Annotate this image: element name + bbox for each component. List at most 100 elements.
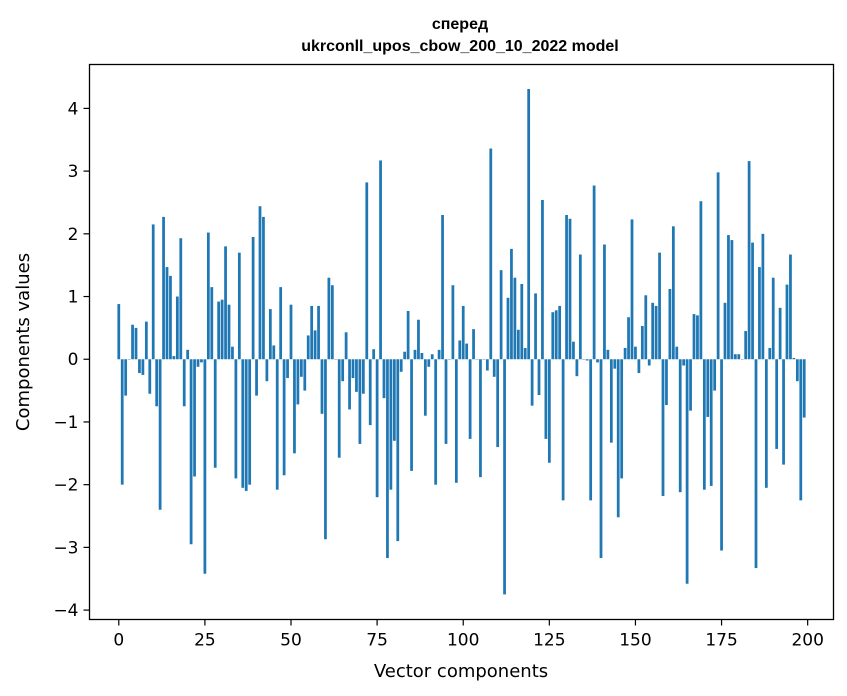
x-tick-label: 25 [194, 631, 216, 651]
y-tick-label: −1 [53, 413, 78, 433]
plot-frame [88, 63, 835, 621]
bar-171 [706, 359, 710, 417]
bar-120 [530, 359, 534, 406]
bar-65 [341, 359, 345, 382]
bar-85 [410, 359, 413, 471]
y-tick-label: 2 [68, 225, 79, 245]
x-tick-label: 125 [533, 631, 565, 651]
bar-127 [554, 310, 558, 360]
bar-118 [523, 347, 527, 360]
x-tick-label: 100 [447, 631, 479, 651]
bar-24 [200, 359, 203, 363]
bar-130 [565, 215, 568, 360]
bar-44 [268, 309, 272, 360]
bar-111 [499, 270, 503, 360]
bar-198 [799, 359, 803, 501]
bar-134 [578, 254, 582, 360]
bar-110 [496, 359, 500, 448]
bar-117 [520, 283, 524, 360]
bar-9 [148, 359, 152, 394]
bar-50 [289, 304, 293, 360]
bar-33 [231, 346, 234, 360]
bar-153 [644, 295, 648, 360]
y-tick-label: 4 [68, 99, 79, 119]
bar-93 [437, 349, 441, 360]
bar-26 [206, 232, 210, 360]
bar-20 [186, 349, 190, 360]
bar-107 [485, 359, 489, 371]
bar-173 [713, 359, 717, 391]
bar-183 [747, 161, 751, 360]
bar-53 [299, 359, 303, 377]
bar-157 [658, 252, 661, 360]
bar-193 [782, 359, 785, 465]
x-tick-label: 50 [280, 631, 302, 651]
bar-62 [330, 285, 334, 360]
bar-94 [441, 215, 444, 360]
bar-132 [572, 341, 575, 360]
bar-68 [351, 359, 355, 379]
bar-6 [138, 359, 141, 374]
bar-67 [348, 359, 351, 410]
bar-180 [737, 354, 741, 360]
bar-98 [454, 359, 458, 483]
bar-29 [217, 301, 221, 360]
bar-112 [503, 359, 506, 595]
y-axis-ticks: −4 −3 −2 −1 0 1 2 3 4 [53, 99, 90, 621]
bar-145 [616, 359, 620, 518]
bar-184 [751, 242, 754, 360]
bar-148 [627, 317, 630, 360]
bar-38 [248, 359, 252, 485]
bar-40 [255, 359, 258, 396]
bar-99 [458, 340, 462, 360]
bar-144 [613, 359, 617, 369]
bar-89 [423, 359, 427, 416]
bar-14 [165, 267, 169, 360]
bar-140 [599, 359, 603, 559]
bar-160 [668, 289, 672, 360]
x-tick-label: 75 [366, 631, 388, 651]
bar-151 [637, 359, 641, 374]
bar-64 [337, 359, 341, 458]
bar-102 [468, 359, 472, 439]
bar-56 [310, 305, 314, 360]
bar-48 [282, 359, 286, 476]
bar-34 [234, 359, 238, 479]
bar-199 [802, 359, 806, 418]
bar-92 [434, 359, 438, 485]
bar-78 [386, 359, 389, 559]
bar-80 [392, 359, 396, 441]
bar-188 [764, 359, 768, 488]
bar-174 [716, 172, 720, 360]
y-tick-label: −4 [53, 601, 78, 621]
bar-159 [665, 359, 668, 406]
bar-176 [723, 302, 727, 360]
bar-167 [692, 314, 696, 360]
bar-124 [544, 359, 548, 439]
y-tick-label: 3 [68, 162, 79, 182]
bar-5 [134, 327, 138, 360]
bar-121 [534, 293, 537, 360]
bar-168 [696, 315, 699, 360]
bar-149 [630, 219, 634, 360]
bar-166 [689, 359, 692, 411]
bar-113 [506, 297, 510, 360]
bar-30 [220, 299, 224, 360]
bar-52 [296, 359, 300, 405]
bar-81 [396, 359, 400, 542]
bar-70 [358, 359, 362, 444]
bar-31 [224, 246, 227, 360]
bar-42 [262, 216, 265, 360]
bar-2 [124, 359, 128, 396]
bar-191 [775, 359, 779, 449]
bar-91 [430, 354, 434, 360]
bar-161 [671, 226, 675, 360]
bar-138 [592, 185, 596, 360]
bar-82 [399, 359, 403, 372]
bar-37 [244, 359, 248, 491]
bar-164 [682, 359, 686, 366]
bar-146 [620, 359, 624, 479]
y-tick-label: 1 [68, 288, 79, 308]
bar-197 [795, 359, 799, 382]
bar-39 [251, 236, 255, 360]
